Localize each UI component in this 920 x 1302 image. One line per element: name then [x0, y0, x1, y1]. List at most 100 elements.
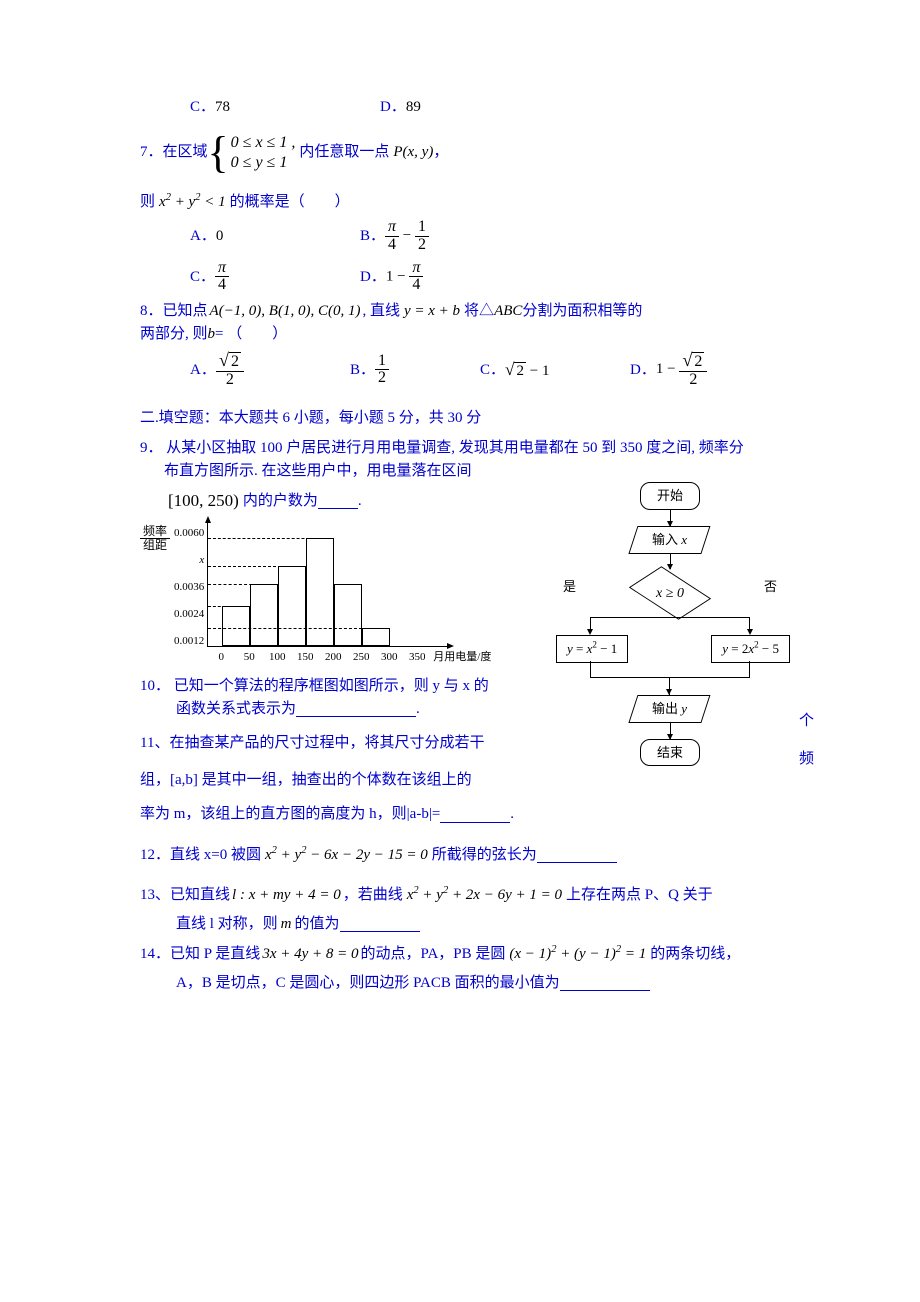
- q8-opt-a: A． √2 2: [190, 351, 350, 389]
- q-num: 13、: [140, 884, 170, 907]
- connector: [749, 661, 750, 677]
- period: .: [510, 803, 514, 826]
- arrow-icon: [670, 723, 671, 739]
- text: 从某小区抽取 100 户居民进行月用电量调查, 发现其用电量都在 50 到 35…: [166, 440, 744, 456]
- q6-opt-d: D． 89: [380, 96, 421, 119]
- brace-icon: {: [208, 133, 229, 173]
- frac-den: 2: [223, 372, 237, 389]
- opt-label: C．: [190, 266, 215, 289]
- section-2-title: 二.填空题：本大题共 6 小题，每小题 5 分，共 30 分: [140, 407, 800, 430]
- text: 已知点: [163, 300, 208, 323]
- q-num: 8．: [140, 300, 163, 323]
- hist-xvals: 050100150200250300350月用电量/度: [207, 649, 491, 666]
- text: 内的户数为: [243, 490, 318, 513]
- constraints: 0 ≤ x ≤ 1 , 0 ≤ y ≤ 1: [231, 133, 296, 173]
- m-var: m: [281, 913, 292, 936]
- text: 的两条切线，: [650, 943, 740, 966]
- frac-num: √2: [216, 351, 244, 372]
- line-eq: y = x + b: [404, 300, 460, 323]
- opt-value: π4 − 12: [385, 219, 429, 254]
- q6-opt-c: C． 78: [190, 96, 380, 119]
- frac-num: √2: [679, 351, 707, 372]
- opt-value: 78: [215, 96, 230, 119]
- flow-branch-left: y = x2 − 1: [556, 635, 628, 663]
- constraint-row: 0 ≤ y ≤ 1: [231, 153, 296, 173]
- text: 的动点，PA，PB 是圆: [361, 943, 506, 966]
- opt-label: C．: [190, 96, 215, 119]
- text: 将△: [464, 300, 494, 323]
- text: 直线 x=0 被圆: [170, 844, 261, 867]
- q12: 12． 直线 x=0 被圆 x2 + y2 − 6x − 2y − 15 = 0…: [140, 844, 800, 867]
- frac-den: 2: [375, 370, 389, 387]
- hist-body: 050100150200250300350月用电量/度: [207, 522, 491, 666]
- text: 1 −: [386, 268, 409, 284]
- hist-ylabel: 频率组距: [140, 525, 170, 551]
- opt-label: A．: [190, 225, 216, 248]
- text: 已知 P 是直线: [170, 943, 260, 966]
- circle-eq: (x − 1)2 + (y − 1)2 = 1: [509, 943, 646, 966]
- opt-label: B．: [350, 359, 375, 382]
- frac-num: π: [215, 260, 229, 278]
- text: ，: [433, 141, 448, 164]
- point-expr: P(x, y): [393, 141, 433, 164]
- q9-line2: 布直方图所示. 在这些用户中，用电量落在区间: [164, 460, 800, 483]
- frac-num: π: [385, 219, 399, 237]
- flow-input: 输入 x: [629, 526, 711, 554]
- opt-label: D．: [630, 359, 656, 382]
- cond-expr: x ≥ 0: [656, 583, 684, 604]
- q7-opt-c: C． π4: [190, 260, 360, 295]
- points-expr: A(−1, 0), B(1, 0), C(0, 1): [210, 300, 361, 323]
- text: 所截得的弦长为: [432, 844, 537, 867]
- flow-end: 结束: [640, 739, 700, 767]
- q8-opt-b: B． 12: [350, 353, 480, 388]
- hist-chart: [207, 522, 448, 647]
- q8-opt-c: C． √2 − 1: [480, 357, 630, 383]
- frac-den: 4: [385, 237, 399, 254]
- q-num: 11、: [140, 735, 169, 751]
- line-eq: 3x + 4y + 8 = 0: [262, 943, 358, 966]
- left-column: [100, 250) 内的户数为 . 频率组距 0.0060x0.00360.0…: [140, 482, 530, 791]
- text: = （ ）: [215, 323, 287, 346]
- opt-label: B．: [360, 225, 385, 248]
- constraint-row: 0 ≤ x ≤ 1 ,: [231, 133, 296, 153]
- text: 则: [140, 191, 155, 214]
- connector: [590, 661, 591, 677]
- text: 两部分, 则: [140, 323, 208, 346]
- text: 已知一个算法的程序框图如图所示，则 y 与 x 的: [174, 678, 489, 694]
- right-column: 开始 输入 x 是 否 x ≥ 0 y = x2 − 1 y = 2x2 − 5: [550, 482, 800, 766]
- q13-line1: 13、 已知直线 l : x + my + 4 = 0 ，若曲线 x2 + y2…: [140, 884, 800, 907]
- q11-line2: 组，[a,b] 是其中一组，抽查出的个体数在该组上的: [140, 769, 530, 792]
- hist-y-axis: 频率组距 0.0060x0.00360.00240.0012: [140, 525, 207, 665]
- blank: [340, 916, 420, 932]
- text: 内任意取一点: [299, 141, 389, 164]
- curve-eq: x2 + y2 + 2x − 6y + 1 = 0: [407, 884, 562, 907]
- opt-value: π4: [215, 260, 229, 295]
- blank: [296, 701, 416, 717]
- opt-value: √2 2: [216, 351, 244, 389]
- text: 直线 l 对称，则: [176, 913, 278, 936]
- b-var: b: [208, 323, 216, 346]
- q14-line1: 14． 已知 P 是直线 3x + 4y + 8 = 0 的动点，PA，PB 是…: [140, 943, 800, 966]
- line-eq: l : x + my + 4 = 0: [232, 884, 341, 907]
- flow-decision-wrap: 是 否 x ≥ 0: [625, 569, 715, 617]
- hist-yvals: 0.0060x0.00360.00240.0012: [174, 525, 207, 649]
- yes-label: 是: [563, 577, 576, 597]
- q11-line3: 率为 m，该组上的直方图的高度为 h，则|a-b|= .: [140, 803, 800, 826]
- diagrams-row: [100, 250) 内的户数为 . 频率组距 0.0060x0.00360.0…: [140, 482, 800, 791]
- text: 函数关系式表示为: [176, 698, 296, 721]
- flow-decision: x ≥ 0: [625, 569, 715, 617]
- period: .: [358, 490, 362, 513]
- q13-line2: 直线 l 对称，则 m 的值为: [176, 913, 800, 936]
- var: y: [682, 701, 688, 716]
- text: 的值为: [295, 913, 340, 936]
- q9-line3: [100, 250) 内的户数为 .: [168, 488, 530, 514]
- q7-opt-d: D． 1 − π4: [360, 260, 423, 295]
- no-label: 否: [764, 577, 777, 597]
- q-num: 14．: [140, 943, 170, 966]
- opt-value: 89: [406, 96, 421, 119]
- blank: [537, 847, 617, 863]
- q8-opt-d: D． 1 − √22: [630, 351, 707, 389]
- q8-options: A． √2 2 B． 12 C． √2 − 1 D． 1 − √22: [190, 351, 800, 389]
- opt-value: 1 − √22: [656, 351, 708, 389]
- q7-options-cd: C． π4 D． 1 − π4: [190, 260, 800, 295]
